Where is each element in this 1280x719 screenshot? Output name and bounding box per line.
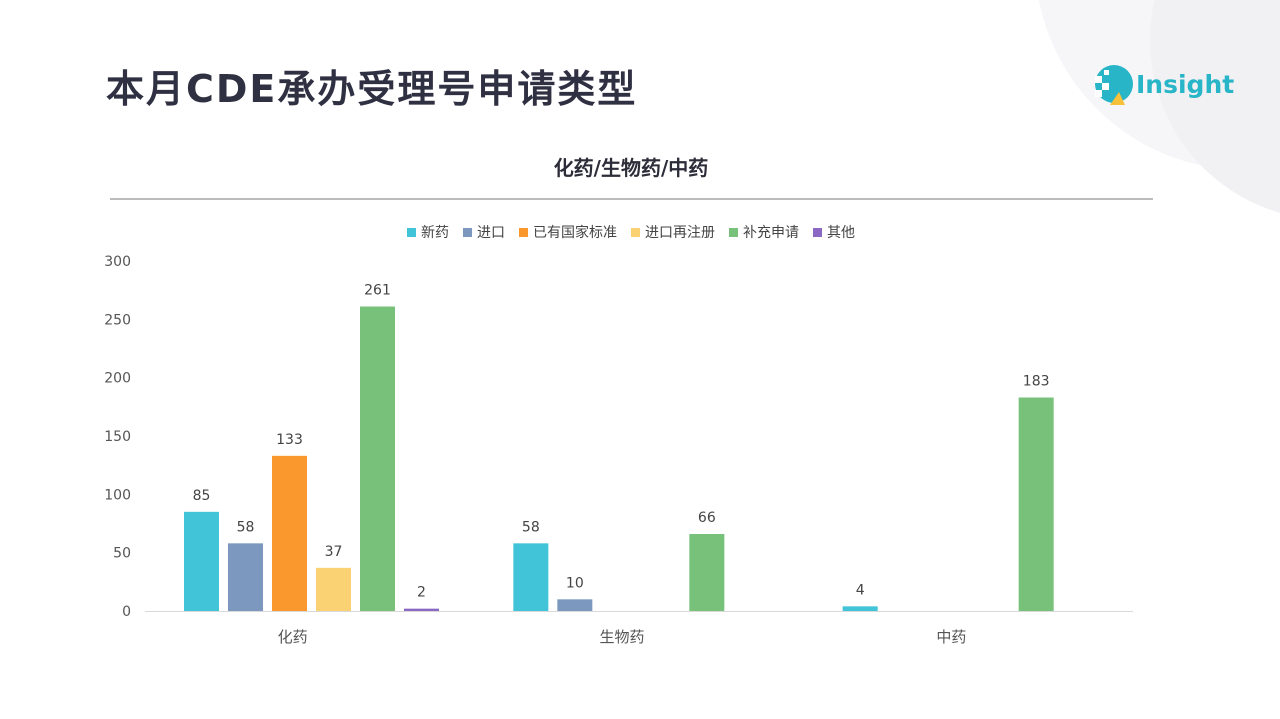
data-label: 85: [193, 488, 211, 504]
insight-logo-icon: [1095, 65, 1133, 105]
y-tick-label: 50: [113, 546, 131, 562]
x-tick-label: 化药: [278, 628, 308, 646]
legend-item: 进口再注册: [631, 222, 715, 242]
legend-label: 新药: [421, 225, 449, 241]
legend-swatch: [729, 227, 738, 237]
insight-logo: Insight: [1092, 62, 1234, 106]
legend-label: 补充申请: [743, 225, 799, 241]
y-tick-label: 250: [104, 312, 131, 328]
legend-swatch: [407, 227, 416, 237]
x-tick-label: 中药: [936, 628, 966, 646]
legend-item: 补充申请: [729, 222, 799, 242]
bar: [316, 567, 351, 611]
bar: [1018, 397, 1054, 611]
y-tick-label: 300: [104, 254, 131, 270]
legend-item: 进口: [463, 222, 505, 242]
data-label: 58: [237, 519, 255, 535]
legend-swatch: [631, 227, 640, 237]
legend-label: 其他: [827, 225, 855, 241]
title-divider: [110, 198, 1153, 200]
legend-item: 新药: [407, 222, 449, 242]
page-title: 本月CDE承办受理号申请类型: [106, 67, 638, 111]
bar: [842, 606, 878, 611]
bar: [513, 543, 549, 611]
data-label: 37: [325, 544, 343, 560]
bar: [360, 306, 395, 611]
data-label: 183: [1023, 374, 1050, 390]
chart-legend: 新药 进口 已有国家标准 进口再注册 补充申请 其他: [0, 222, 1262, 242]
data-label: 4: [856, 582, 865, 598]
legend-swatch: [519, 227, 528, 237]
legend-item: 其他: [813, 222, 855, 242]
data-label: 261: [364, 283, 391, 299]
chart-title: 化药/生物药/中药: [553, 156, 709, 180]
legend-label: 进口: [477, 225, 505, 241]
bar: [228, 543, 263, 611]
data-label: 58: [522, 519, 540, 535]
bar: [184, 511, 219, 611]
legend-label: 已有国家标准: [533, 225, 617, 241]
bar: [404, 608, 439, 611]
bar: [689, 534, 725, 611]
legend-swatch: [813, 227, 822, 237]
legend-label: 进口再注册: [645, 225, 715, 241]
data-label: 2: [417, 585, 426, 601]
logo-text: Insight: [1136, 69, 1235, 99]
data-label: 10: [566, 575, 584, 591]
y-tick-label: 150: [104, 429, 131, 445]
data-label: 133: [276, 432, 303, 448]
y-tick-label: 200: [104, 371, 131, 387]
data-label: 66: [698, 510, 716, 526]
y-tick-label: 100: [104, 487, 131, 503]
y-tick-label: 0: [122, 604, 131, 620]
bar: [557, 599, 593, 611]
x-tick-label: 生物药: [599, 628, 644, 646]
bar: [272, 455, 307, 611]
legend-swatch: [463, 227, 472, 237]
legend-item: 已有国家标准: [519, 222, 617, 242]
